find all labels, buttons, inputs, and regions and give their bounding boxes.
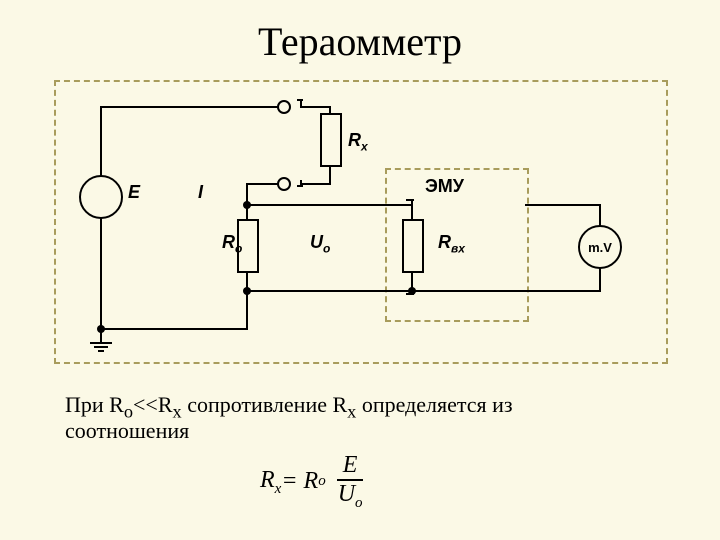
ground-icon (90, 342, 112, 354)
label-emu: ЭМУ (425, 176, 464, 197)
resistor-rvx (402, 219, 424, 273)
wire-rx-top-h (300, 106, 331, 108)
wire-amp-out-bot (411, 290, 526, 292)
meter-mv: m.V (578, 225, 622, 269)
wire-amp-out-top (525, 204, 600, 206)
note-line2: соотношения (65, 418, 189, 444)
page-title: Тераомметр (0, 18, 720, 65)
label-ro: Ro (222, 232, 242, 256)
wire-ro-to-amp-h (246, 204, 386, 206)
wire-amp-in (385, 204, 412, 206)
terminal-rx-right (277, 177, 291, 191)
outer-dashed-box (54, 80, 668, 364)
formula: Rx = Ro E Uo (260, 452, 369, 512)
rx-tick-bot2 (297, 185, 303, 187)
wire-e-top (100, 106, 102, 176)
wire-mv-b (599, 268, 601, 292)
label-rvx: Rвх (438, 232, 465, 256)
label-i: I (198, 182, 203, 203)
wire-ground-h (100, 328, 248, 330)
wire-top (100, 106, 280, 108)
wire-mid-h (246, 183, 278, 185)
terminal-rx-left (277, 100, 291, 114)
amp-in-tick2 (406, 199, 414, 201)
label-uo: Uo (310, 232, 330, 256)
wire-ro-lead-t (246, 205, 248, 219)
label-e: E (128, 182, 140, 203)
source-e (79, 175, 123, 219)
label-rx: Rx (348, 130, 368, 154)
wire-rx-to-open (300, 183, 331, 185)
wire-e-bot (100, 218, 102, 330)
wire-ground-drop (100, 328, 102, 342)
wire-rvx-t (411, 204, 413, 219)
wire-mv-t (599, 204, 601, 226)
wire-amp-out-bot2 (525, 290, 600, 292)
wire-bot-to-amp (246, 290, 413, 292)
rx-tick-top2 (297, 99, 303, 101)
wire-rx-bot (329, 165, 331, 183)
resistor-rx (320, 113, 342, 167)
wire-ground-v (246, 291, 248, 330)
